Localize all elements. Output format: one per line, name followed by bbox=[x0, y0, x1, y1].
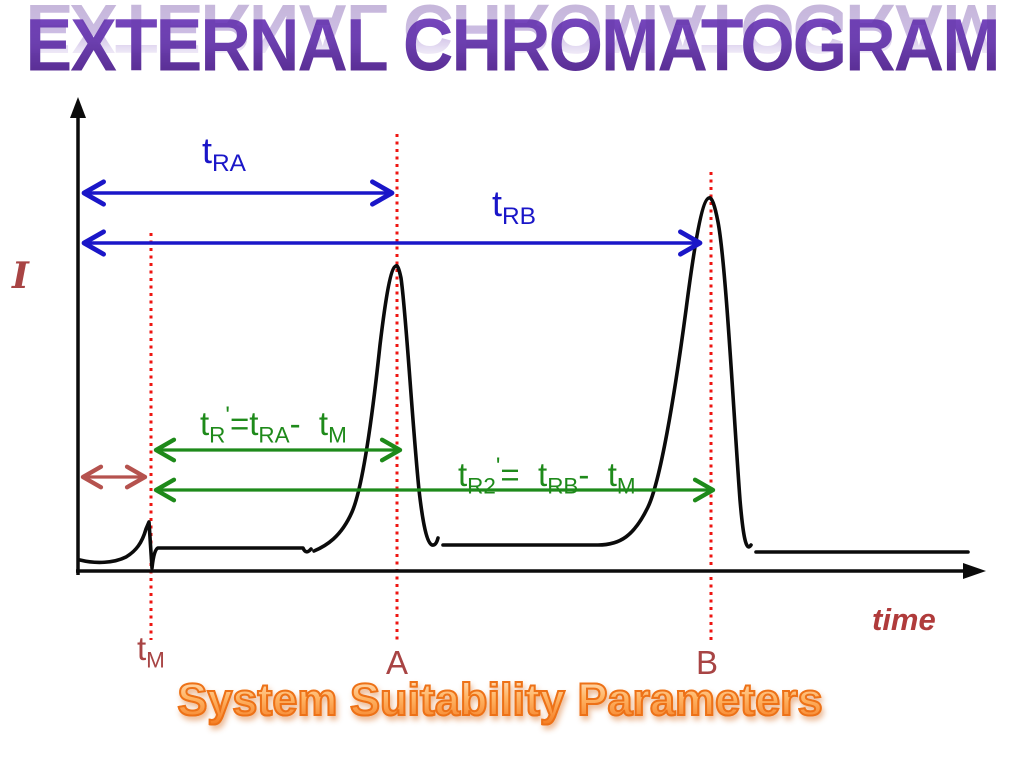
tr-prime-equation: tR'=tRA- tM bbox=[200, 402, 347, 448]
tm-label: tM bbox=[137, 630, 165, 673]
title-block: EXTERNAL CHROMATOGRAM EXTERNAL CHROMATOG… bbox=[0, 0, 1024, 134]
footer-block: System Suitability Parameters bbox=[0, 673, 1000, 726]
chromatogram-curve bbox=[78, 196, 970, 570]
page-title: EXTERNAL CHROMATOGRAM bbox=[0, 8, 1024, 82]
x-axis-arrowhead-icon bbox=[963, 563, 986, 579]
peak-b-label: B bbox=[696, 644, 719, 681]
footer-title: System Suitability Parameters bbox=[176, 673, 823, 726]
y-axis-arrowhead-icon bbox=[70, 97, 86, 118]
x-axis-label: time bbox=[872, 602, 936, 637]
peak-a-label: A bbox=[386, 644, 409, 681]
trb-label: tRB bbox=[492, 183, 537, 231]
tra-label: tRA bbox=[202, 130, 247, 178]
y-axis-label: I bbox=[12, 255, 29, 297]
tr2-prime-equation: tR2'= tRB- tM bbox=[458, 453, 636, 499]
